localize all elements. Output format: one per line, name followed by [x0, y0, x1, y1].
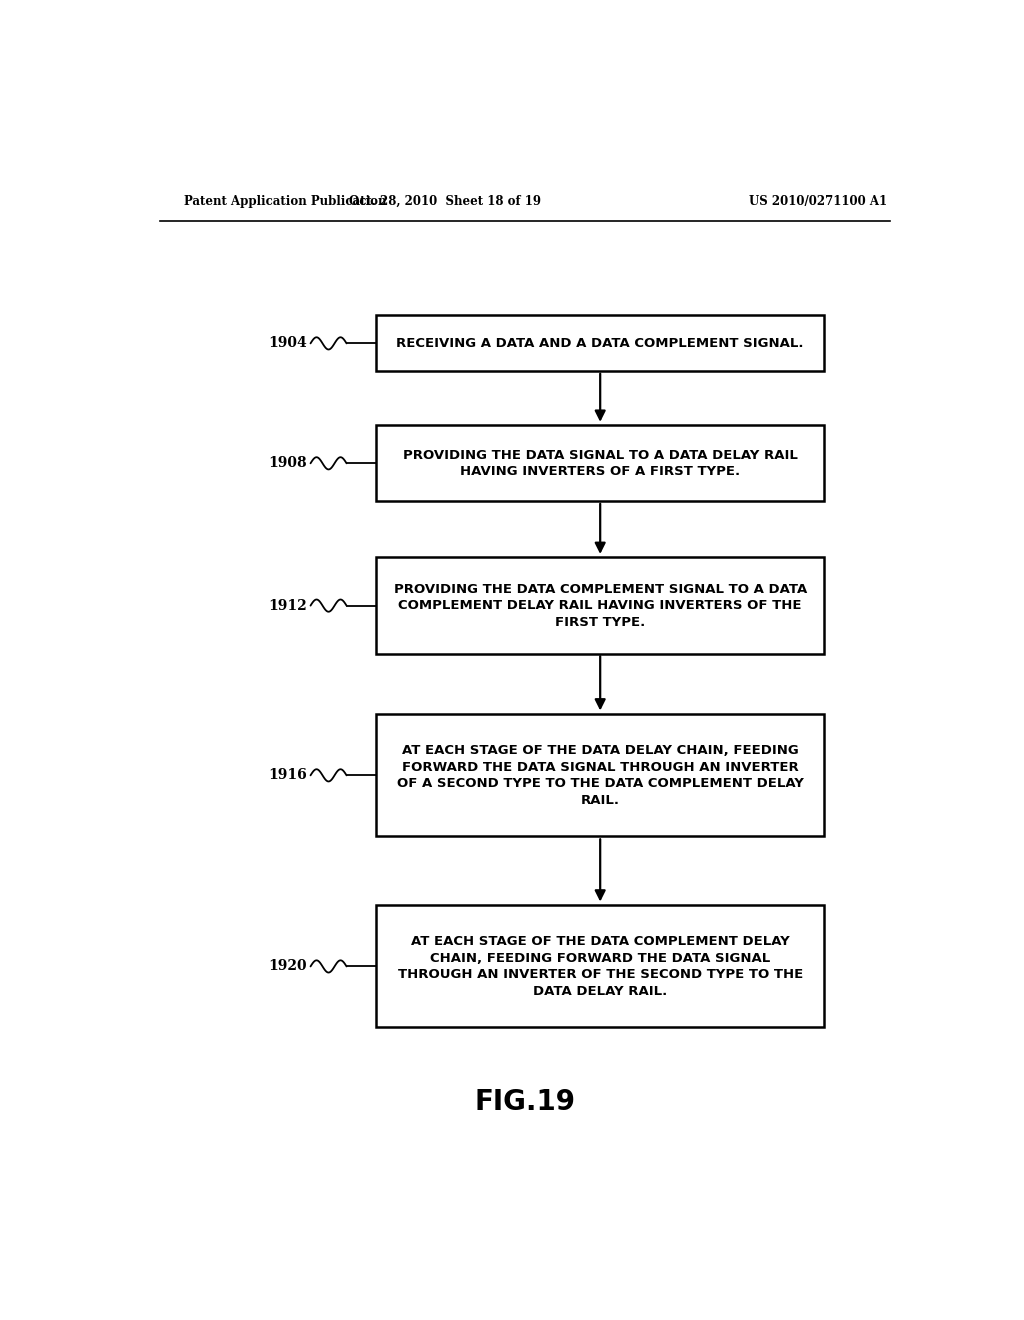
Text: 1908: 1908 [268, 457, 306, 470]
Text: RECEIVING A DATA AND A DATA COMPLEMENT SIGNAL.: RECEIVING A DATA AND A DATA COMPLEMENT S… [396, 337, 804, 350]
Text: 1912: 1912 [268, 598, 306, 612]
FancyBboxPatch shape [376, 714, 824, 837]
Text: PROVIDING THE DATA SIGNAL TO A DATA DELAY RAIL
HAVING INVERTERS OF A FIRST TYPE.: PROVIDING THE DATA SIGNAL TO A DATA DELA… [402, 449, 798, 478]
Text: AT EACH STAGE OF THE DATA DELAY CHAIN, FEEDING
FORWARD THE DATA SIGNAL THROUGH A: AT EACH STAGE OF THE DATA DELAY CHAIN, F… [396, 744, 804, 807]
Text: Oct. 28, 2010  Sheet 18 of 19: Oct. 28, 2010 Sheet 18 of 19 [349, 194, 542, 207]
Text: FIG.19: FIG.19 [474, 1088, 575, 1115]
Text: AT EACH STAGE OF THE DATA COMPLEMENT DELAY
CHAIN, FEEDING FORWARD THE DATA SIGNA: AT EACH STAGE OF THE DATA COMPLEMENT DEL… [397, 935, 803, 998]
FancyBboxPatch shape [376, 557, 824, 653]
FancyBboxPatch shape [376, 425, 824, 502]
FancyBboxPatch shape [376, 315, 824, 371]
Text: 1920: 1920 [268, 960, 306, 973]
Text: PROVIDING THE DATA COMPLEMENT SIGNAL TO A DATA
COMPLEMENT DELAY RAIL HAVING INVE: PROVIDING THE DATA COMPLEMENT SIGNAL TO … [393, 582, 807, 628]
Text: US 2010/0271100 A1: US 2010/0271100 A1 [750, 194, 888, 207]
Text: 1916: 1916 [268, 768, 306, 783]
Text: 1904: 1904 [268, 337, 306, 350]
FancyBboxPatch shape [376, 906, 824, 1027]
Text: Patent Application Publication: Patent Application Publication [183, 194, 386, 207]
